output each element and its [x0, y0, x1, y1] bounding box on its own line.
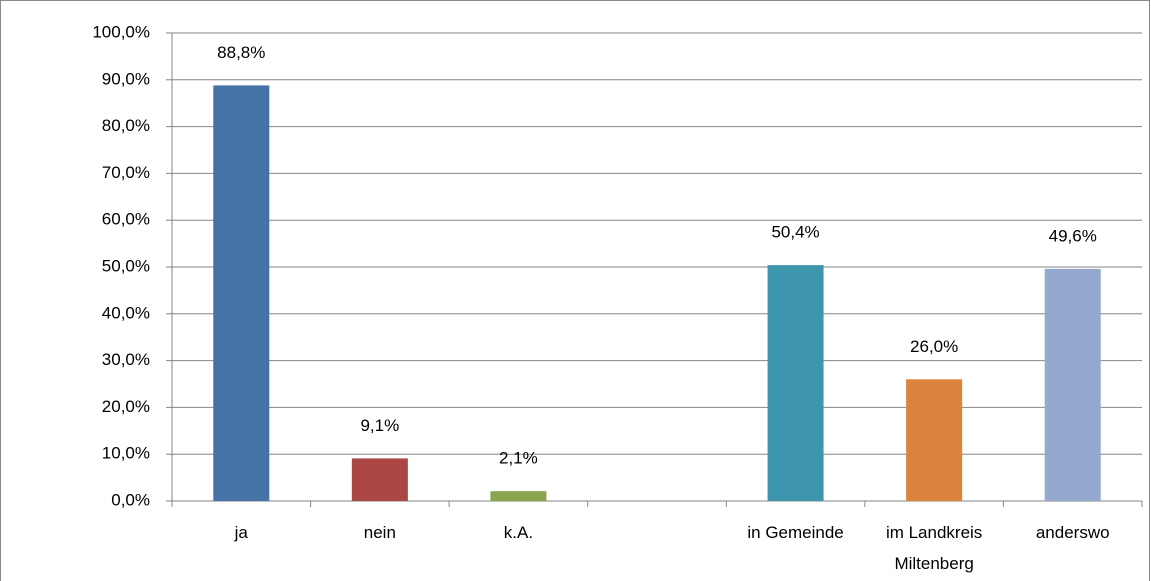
data-label: 49,6%	[1049, 226, 1097, 245]
y-tick-label: 30,0%	[102, 350, 150, 369]
y-tick-label: 80,0%	[102, 116, 150, 135]
y-tick-label: 40,0%	[102, 303, 150, 322]
data-label: 26,0%	[910, 337, 958, 356]
y-tick-label: 100,0%	[92, 22, 150, 41]
data-label: 2,1%	[499, 449, 538, 468]
bar	[906, 379, 963, 501]
x-tick-label: k.A.	[503, 523, 534, 542]
x-tick-label: ja	[234, 523, 248, 542]
bar	[351, 458, 408, 501]
data-label: 50,4%	[771, 223, 819, 242]
data-label: 88,8%	[217, 43, 265, 62]
y-tick-label: 20,0%	[102, 397, 150, 416]
data-label: 9,1%	[360, 416, 399, 435]
x-tick-label: nein	[363, 523, 396, 542]
y-tick-label: 50,0%	[102, 256, 150, 275]
bar	[490, 491, 547, 501]
bar	[213, 85, 270, 501]
y-tick-label: 60,0%	[102, 210, 150, 229]
bar	[1044, 268, 1101, 501]
y-tick-label: 70,0%	[102, 163, 150, 182]
x-tick-label: in Gemeinde	[747, 523, 844, 542]
x-tick-label: im Landkreis Miltenberg	[885, 523, 983, 573]
y-tick-label: 10,0%	[102, 444, 150, 463]
bar	[767, 265, 824, 501]
x-tick-label: anderswo	[1035, 523, 1110, 542]
y-tick-label: 90,0%	[102, 69, 150, 88]
y-tick-label: 0,0%	[111, 490, 150, 509]
